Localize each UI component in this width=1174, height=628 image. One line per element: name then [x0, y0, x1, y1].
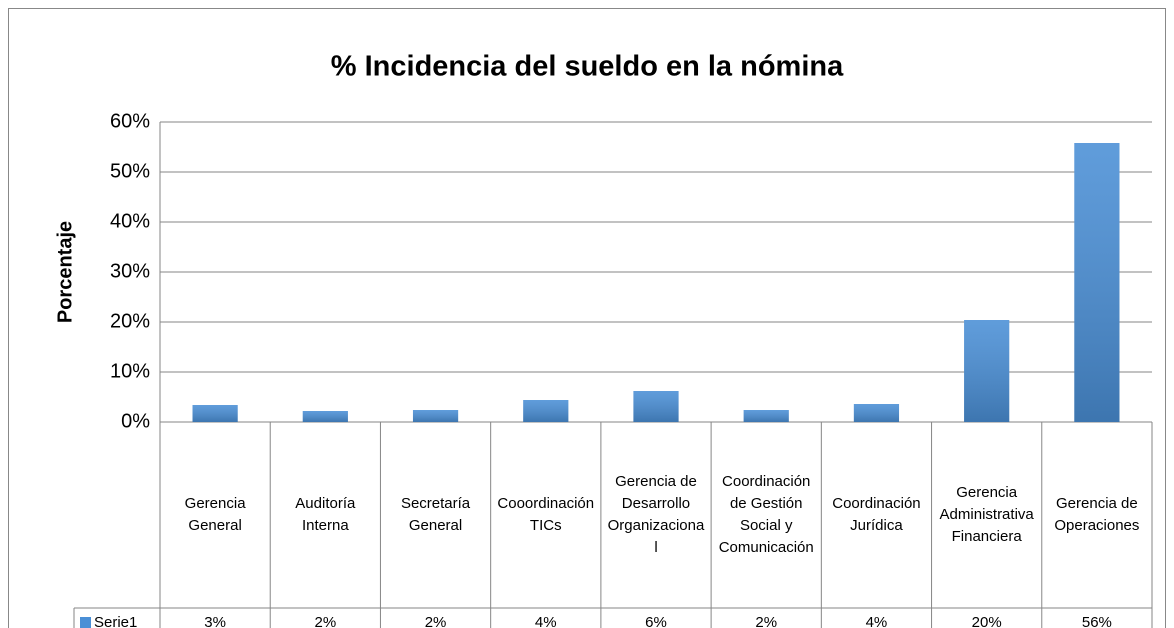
y-axis-label: Porcentaje	[54, 221, 76, 323]
x-tick-label: Secretaría General	[400, 495, 471, 534]
data-table-value: 6%	[645, 614, 667, 628]
y-tick-label: 50%	[110, 160, 150, 182]
data-table-value: 56%	[1082, 614, 1112, 628]
y-tick-label: 10%	[110, 360, 150, 382]
y-tick-label: 60%	[110, 110, 150, 132]
y-tick-label: 20%	[110, 310, 150, 332]
y-tick-label: 40%	[110, 210, 150, 232]
bar-shade	[964, 320, 1010, 422]
data-table-value: 2%	[314, 614, 336, 628]
data-table-value: 4%	[866, 614, 888, 628]
data-table-value: 2%	[425, 614, 447, 628]
chart-title: % Incidencia del sueldo en la nómina	[331, 51, 844, 83]
legend-label: Serie1	[94, 614, 137, 628]
bar-shade	[192, 405, 238, 422]
x-tick-label: Auditoría Interna	[295, 495, 356, 534]
bar-shade	[743, 410, 789, 422]
data-table-value: 2%	[755, 614, 777, 628]
x-tick-label: Cooordinación TICs	[497, 495, 595, 534]
bar-shade	[302, 411, 348, 422]
bar-shade	[633, 391, 679, 422]
bar-shade	[853, 404, 900, 422]
y-tick-label: 0%	[121, 410, 150, 432]
y-tick-label: 30%	[110, 260, 150, 282]
bar-shade	[1074, 143, 1120, 422]
bar-shade	[523, 400, 569, 422]
bar-shade	[412, 410, 459, 422]
x-tick-label: Coordinación Jurídica	[832, 495, 921, 534]
data-table-value: 3%	[204, 614, 226, 628]
x-tick-label: Gerencia General	[184, 495, 246, 534]
x-tick-label: Gerencia Administrativa Financiera	[939, 484, 1034, 545]
x-tick-label: Gerencia de Desarrollo Organizacional	[607, 473, 705, 556]
x-tick-label: Coordinación de Gestión Social y Comunic…	[718, 473, 814, 556]
data-table-value: 20%	[972, 614, 1002, 628]
chart-border	[8, 8, 1166, 628]
x-tick-label: Gerencia de Operaciones	[1054, 495, 1140, 534]
legend-swatch	[80, 617, 91, 628]
data-table-value: 4%	[535, 614, 557, 628]
